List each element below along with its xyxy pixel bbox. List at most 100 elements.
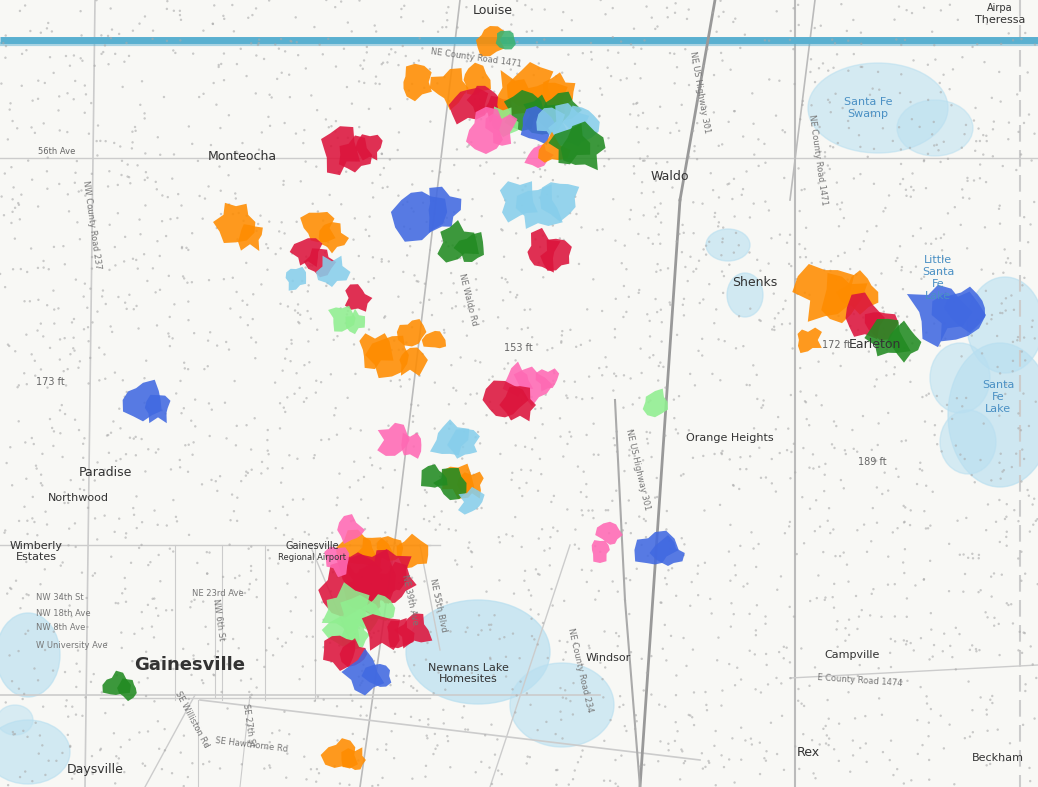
Point: [164, 172, 181, 185]
Point: [98, 135, 114, 147]
Point: [900, 323, 917, 335]
Point: [767, 486, 784, 498]
Point: [421, 63, 438, 76]
Point: [303, 89, 320, 102]
Point: [733, 722, 749, 734]
Point: [993, 297, 1010, 310]
Point: [545, 174, 562, 187]
Point: [93, 47, 110, 60]
Point: [958, 512, 975, 524]
Point: [376, 593, 392, 606]
Polygon shape: [932, 292, 986, 342]
Point: [11, 5, 28, 17]
Point: [666, 412, 683, 424]
Point: [786, 610, 802, 623]
Point: [503, 18, 520, 31]
Point: [339, 392, 356, 405]
Point: [530, 608, 547, 621]
Point: [88, 0, 105, 6]
Point: [639, 437, 656, 449]
Text: Lake: Lake: [985, 404, 1011, 414]
Point: [726, 608, 742, 620]
Point: [1022, 218, 1038, 231]
Point: [909, 748, 926, 760]
Point: [631, 283, 648, 296]
Point: [110, 207, 127, 220]
Point: [103, 31, 119, 44]
Point: [798, 745, 815, 758]
Point: [247, 352, 264, 364]
Point: [458, 1, 474, 13]
Point: [837, 634, 853, 647]
Point: [389, 144, 406, 157]
Point: [34, 448, 51, 460]
Point: [11, 770, 28, 783]
Point: [209, 98, 225, 111]
Point: [616, 311, 632, 323]
Point: [385, 566, 402, 578]
Point: [392, 380, 409, 393]
Point: [584, 504, 601, 517]
Point: [174, 270, 191, 283]
Point: [224, 208, 241, 220]
Point: [235, 294, 251, 307]
Point: [574, 509, 591, 522]
Point: [89, 456, 106, 469]
Point: [666, 6, 683, 19]
Point: [258, 742, 275, 755]
Point: [1010, 552, 1027, 565]
Point: [313, 596, 330, 608]
Point: [464, 667, 481, 679]
Polygon shape: [300, 212, 335, 242]
Point: [12, 602, 29, 615]
Point: [638, 426, 655, 438]
Point: [999, 2, 1015, 14]
Point: [111, 512, 128, 525]
Polygon shape: [442, 464, 474, 499]
Point: [63, 610, 80, 623]
Point: [832, 474, 849, 486]
Point: [871, 83, 887, 96]
Point: [448, 384, 465, 397]
Point: [594, 88, 610, 101]
Point: [842, 320, 858, 332]
Point: [177, 439, 194, 452]
Point: [725, 732, 741, 745]
Point: [686, 145, 703, 157]
Point: [715, 221, 732, 234]
Point: [375, 482, 391, 494]
Point: [228, 515, 245, 527]
Point: [591, 362, 607, 375]
Point: [756, 752, 772, 764]
Point: [608, 485, 625, 497]
Point: [286, 304, 303, 316]
Point: [919, 697, 935, 710]
Point: [425, 164, 441, 177]
Point: [693, 747, 710, 759]
Text: Airpa: Airpa: [987, 3, 1013, 13]
Point: [80, 377, 97, 390]
Point: [895, 556, 911, 569]
Point: [757, 34, 773, 46]
Point: [821, 96, 838, 109]
Point: [331, 639, 348, 652]
Point: [434, 21, 450, 34]
Point: [296, 396, 312, 408]
Point: [361, 210, 378, 223]
Point: [964, 41, 981, 54]
Point: [534, 523, 550, 535]
Point: [978, 704, 994, 716]
Point: [442, 417, 459, 430]
Point: [0, 696, 15, 709]
Point: [1006, 304, 1022, 316]
Point: [648, 210, 664, 223]
Point: [964, 290, 981, 303]
Point: [414, 42, 431, 54]
Point: [226, 571, 243, 584]
Point: [149, 131, 166, 143]
Point: [874, 301, 891, 314]
Point: [949, 515, 965, 527]
Point: [604, 494, 621, 507]
Point: [469, 87, 486, 100]
Point: [708, 25, 725, 38]
